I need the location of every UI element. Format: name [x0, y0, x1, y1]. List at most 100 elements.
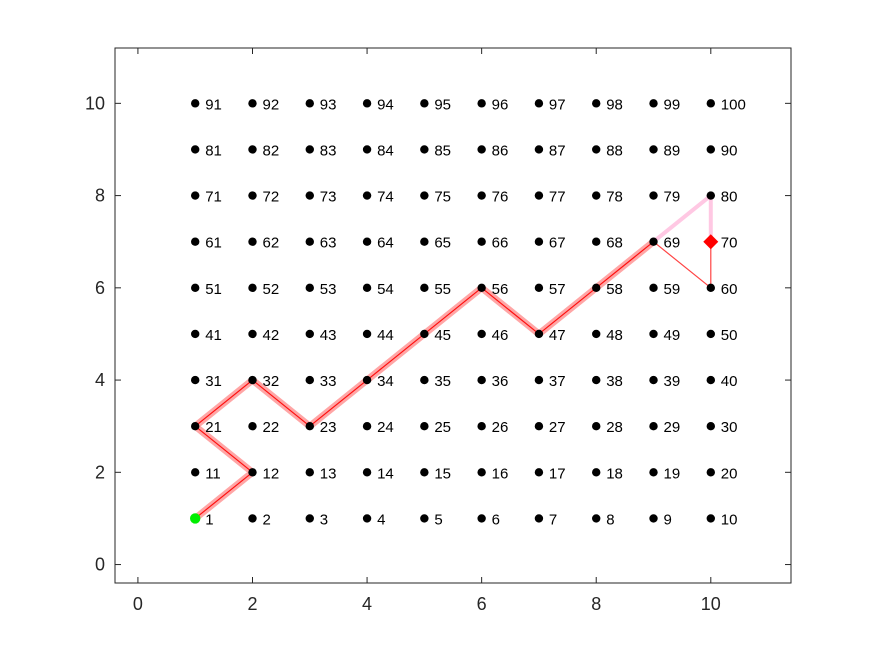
- node-6: [477, 514, 486, 523]
- node-label-70: 70: [721, 235, 738, 252]
- node-63: [305, 237, 314, 246]
- node-label-47: 47: [549, 327, 566, 344]
- node-73: [305, 191, 314, 200]
- node-label-77: 77: [549, 189, 566, 206]
- node-label-86: 86: [492, 142, 509, 159]
- node-58: [592, 283, 601, 293]
- node-45: [420, 329, 429, 339]
- node-4: [362, 514, 372, 523]
- node-label-19: 19: [664, 465, 681, 482]
- node-label-68: 68: [606, 235, 623, 252]
- node-54: [362, 283, 372, 293]
- node-label-14: 14: [377, 465, 394, 482]
- node-29: [649, 421, 658, 431]
- node-79: [649, 191, 658, 200]
- node-label-13: 13: [320, 465, 337, 482]
- node-23: [305, 421, 314, 431]
- node-label-97: 97: [549, 96, 566, 113]
- node-28: [592, 421, 601, 431]
- node-86: [477, 145, 486, 154]
- x-tick-label-0: 0: [133, 594, 143, 614]
- node-10: [706, 514, 715, 523]
- node-label-81: 81: [205, 142, 222, 159]
- node-64: [362, 237, 372, 246]
- node-89: [649, 145, 658, 154]
- y-tick-label-6: 6: [95, 278, 105, 298]
- node-label-90: 90: [721, 142, 738, 159]
- node-40: [706, 375, 715, 385]
- node-label-85: 85: [434, 142, 451, 159]
- node-label-66: 66: [492, 235, 509, 252]
- node-label-96: 96: [492, 96, 509, 113]
- node-85: [420, 145, 429, 154]
- node-13: [305, 468, 314, 477]
- node-label-40: 40: [721, 373, 738, 390]
- node-87: [534, 145, 544, 154]
- node-53: [305, 283, 314, 293]
- node-75: [420, 191, 429, 200]
- node-81: [191, 145, 200, 154]
- node-44: [362, 329, 372, 339]
- node-label-8: 8: [606, 511, 614, 528]
- node-label-80: 80: [721, 189, 738, 206]
- node-label-11: 11: [205, 465, 221, 482]
- x-tick-label-4: 4: [362, 594, 372, 614]
- node-94: [362, 99, 372, 108]
- node-label-94: 94: [377, 96, 394, 113]
- node-20: [706, 468, 715, 477]
- node-label-24: 24: [377, 419, 394, 436]
- node-49: [649, 329, 658, 339]
- node-label-1: 1: [205, 511, 213, 528]
- node-5: [420, 514, 429, 523]
- node-77: [534, 191, 544, 200]
- node-57: [534, 283, 544, 293]
- node-label-39: 39: [664, 373, 681, 390]
- node-8: [592, 514, 601, 523]
- goal-node-marker: [703, 234, 719, 250]
- node-59: [649, 283, 658, 293]
- node-9: [649, 514, 658, 523]
- node-label-49: 49: [664, 327, 681, 344]
- node-41: [191, 329, 200, 339]
- node-7: [534, 514, 544, 523]
- node-label-89: 89: [664, 142, 681, 159]
- node-22: [248, 421, 257, 431]
- node-42: [248, 329, 257, 339]
- node-68: [592, 237, 601, 246]
- node-66: [477, 237, 486, 246]
- node-label-71: 71: [205, 189, 222, 206]
- node-18: [592, 468, 601, 477]
- node-label-18: 18: [606, 465, 623, 482]
- candidate-edges-layer: [651, 193, 713, 289]
- node-label-43: 43: [320, 327, 337, 344]
- node-label-78: 78: [606, 189, 623, 206]
- node-label-87: 87: [549, 142, 566, 159]
- node-label-64: 64: [377, 235, 394, 252]
- node-61: [191, 237, 200, 246]
- node-label-2: 2: [262, 511, 270, 528]
- node-label-60: 60: [721, 281, 738, 298]
- node-62: [248, 237, 257, 246]
- y-tick-label-10: 10: [85, 93, 105, 113]
- y-tick-label-0: 0: [95, 555, 105, 575]
- node-label-25: 25: [434, 419, 451, 436]
- node-label-45: 45: [434, 327, 451, 344]
- node-11: [191, 468, 200, 477]
- node-16: [477, 468, 486, 477]
- node-label-55: 55: [434, 281, 451, 298]
- node-56: [477, 283, 486, 293]
- node-12: [248, 468, 257, 477]
- x-tick-label-6: 6: [477, 594, 487, 614]
- node-50: [706, 329, 715, 339]
- node-label-61: 61: [205, 235, 222, 252]
- node-74: [362, 191, 372, 200]
- node-label-73: 73: [320, 189, 337, 206]
- node-label-84: 84: [377, 142, 394, 159]
- node-label-59: 59: [664, 281, 681, 298]
- node-19: [649, 468, 658, 477]
- candidate-edge-1: [651, 193, 713, 244]
- node-26: [477, 421, 486, 431]
- node-38: [592, 375, 601, 385]
- node-97: [534, 99, 544, 108]
